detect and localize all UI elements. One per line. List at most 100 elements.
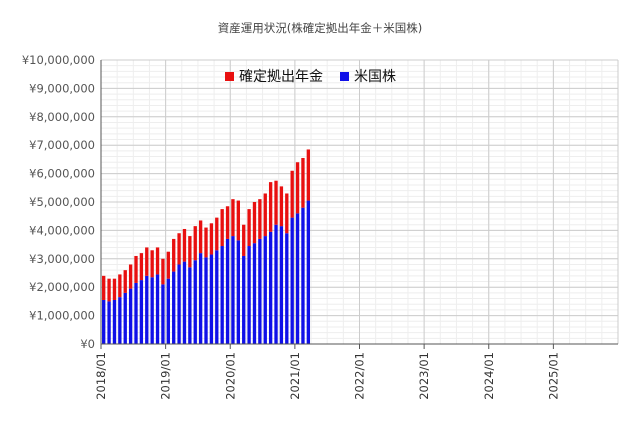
bar-segment	[172, 238, 176, 272]
bar-segment	[301, 157, 305, 208]
bar-segment	[306, 149, 311, 201]
bar-segment	[290, 170, 294, 218]
legend-label: 米国株	[354, 69, 396, 85]
legend-label: 確定拠出年金	[239, 69, 323, 85]
bar-segment	[274, 224, 278, 344]
bar-segment	[161, 284, 165, 344]
y-tick-label: ¥6,000,000	[29, 167, 95, 181]
bar-segment	[242, 224, 246, 256]
bar-segment	[177, 264, 181, 344]
bar-segment	[150, 250, 154, 278]
grid	[100, 59, 619, 345]
bar-segment	[268, 182, 273, 232]
bar-segment	[268, 231, 273, 344]
bar-segment	[247, 209, 251, 247]
bar-segment	[128, 264, 133, 289]
legend: 確定拠出年金 米国株	[225, 69, 396, 85]
bar-segment	[215, 217, 219, 251]
bar-segment	[182, 261, 187, 344]
bar-segment	[220, 246, 224, 344]
bar-segment	[209, 254, 214, 344]
bar-segment	[295, 213, 300, 344]
bar-segment	[198, 253, 203, 344]
bar-segment	[258, 199, 262, 239]
bar-segment	[242, 255, 246, 344]
bar-segment	[134, 282, 138, 344]
bar-segment	[285, 193, 289, 234]
bar-segment	[252, 202, 257, 244]
bar-segment	[193, 260, 197, 344]
axes: ¥0 ¥1,000,000 ¥2,000,000 ¥3,000,000 ¥4,000,0…	[22, 53, 618, 400]
bar-segment	[204, 257, 208, 344]
bar-segment	[172, 271, 176, 344]
bar-segment	[225, 206, 230, 239]
x-tick-label: 2018/01	[94, 352, 108, 400]
legend-swatch	[225, 72, 234, 81]
bar-segment	[112, 278, 117, 300]
bar-segment	[145, 275, 149, 344]
bar-segment	[112, 299, 117, 344]
bar-segment	[231, 236, 235, 344]
y-tick-label: ¥8,000,000	[29, 110, 95, 124]
bar-segment	[274, 180, 278, 225]
bar-segment	[236, 240, 240, 344]
bar-segment	[285, 233, 289, 344]
bar-segment	[279, 226, 284, 344]
bar-segment	[155, 247, 160, 275]
y-tick-label: ¥5,000,000	[29, 195, 95, 209]
x-tick-label: 2021/01	[288, 352, 302, 400]
bar-segment	[145, 247, 149, 276]
bar-segment	[193, 226, 197, 261]
y-tick-label: ¥2,000,000	[29, 280, 95, 294]
bar-segment	[263, 193, 267, 237]
bar-segment	[188, 236, 192, 268]
bar-segment	[123, 292, 127, 344]
bars	[102, 149, 311, 344]
bar-segment	[204, 227, 208, 258]
y-tick-label: ¥1,000,000	[29, 309, 95, 323]
bar-segment	[188, 267, 192, 344]
y-tick-label: ¥7,000,000	[29, 138, 95, 152]
bar-segment	[182, 228, 187, 262]
bar-segment	[258, 238, 262, 344]
bar-segment	[107, 278, 111, 302]
x-tick-label: 2019/01	[159, 352, 173, 400]
bar-segment	[139, 280, 144, 344]
bar-segment	[139, 253, 144, 281]
bar-segment	[166, 251, 170, 279]
x-tick-label: 2025/01	[546, 352, 560, 400]
bar-segment	[279, 186, 284, 227]
bar-segment	[220, 209, 224, 247]
x-tick-label: 2022/01	[353, 352, 367, 400]
bar-segment	[177, 233, 181, 265]
bar-segment	[295, 162, 300, 214]
bar-segment	[118, 297, 122, 344]
bar-segment	[252, 243, 257, 344]
bar-segment	[128, 288, 133, 344]
bar-segment	[306, 200, 311, 344]
legend-swatch	[340, 72, 349, 81]
y-tick-label: ¥10,000,000	[22, 53, 95, 67]
bar-segment	[118, 274, 122, 298]
bar-segment	[247, 246, 251, 344]
y-tick-label: ¥3,000,000	[29, 252, 95, 266]
bar-segment	[134, 255, 138, 283]
bar-segment	[225, 238, 230, 344]
bar-segment	[166, 278, 170, 344]
bar-segment	[301, 207, 305, 344]
chart-title: 資産運用状況(株確定拠出年金＋米国株)	[218, 21, 422, 35]
bar-segment	[236, 200, 240, 241]
x-tick-label: 2020/01	[223, 352, 237, 400]
bar-segment	[198, 220, 203, 254]
bar-segment	[123, 270, 127, 293]
bar-segment	[231, 199, 235, 237]
bar-segment	[209, 223, 214, 255]
bar-segment	[290, 217, 294, 344]
x-tick-label: 2024/01	[482, 352, 496, 400]
y-tick-label: ¥9,000,000	[29, 81, 95, 95]
bar-segment	[102, 275, 106, 300]
bar-segment	[161, 258, 165, 285]
x-tick-label: 2023/01	[417, 352, 431, 400]
y-tick-label: ¥0	[80, 337, 95, 351]
